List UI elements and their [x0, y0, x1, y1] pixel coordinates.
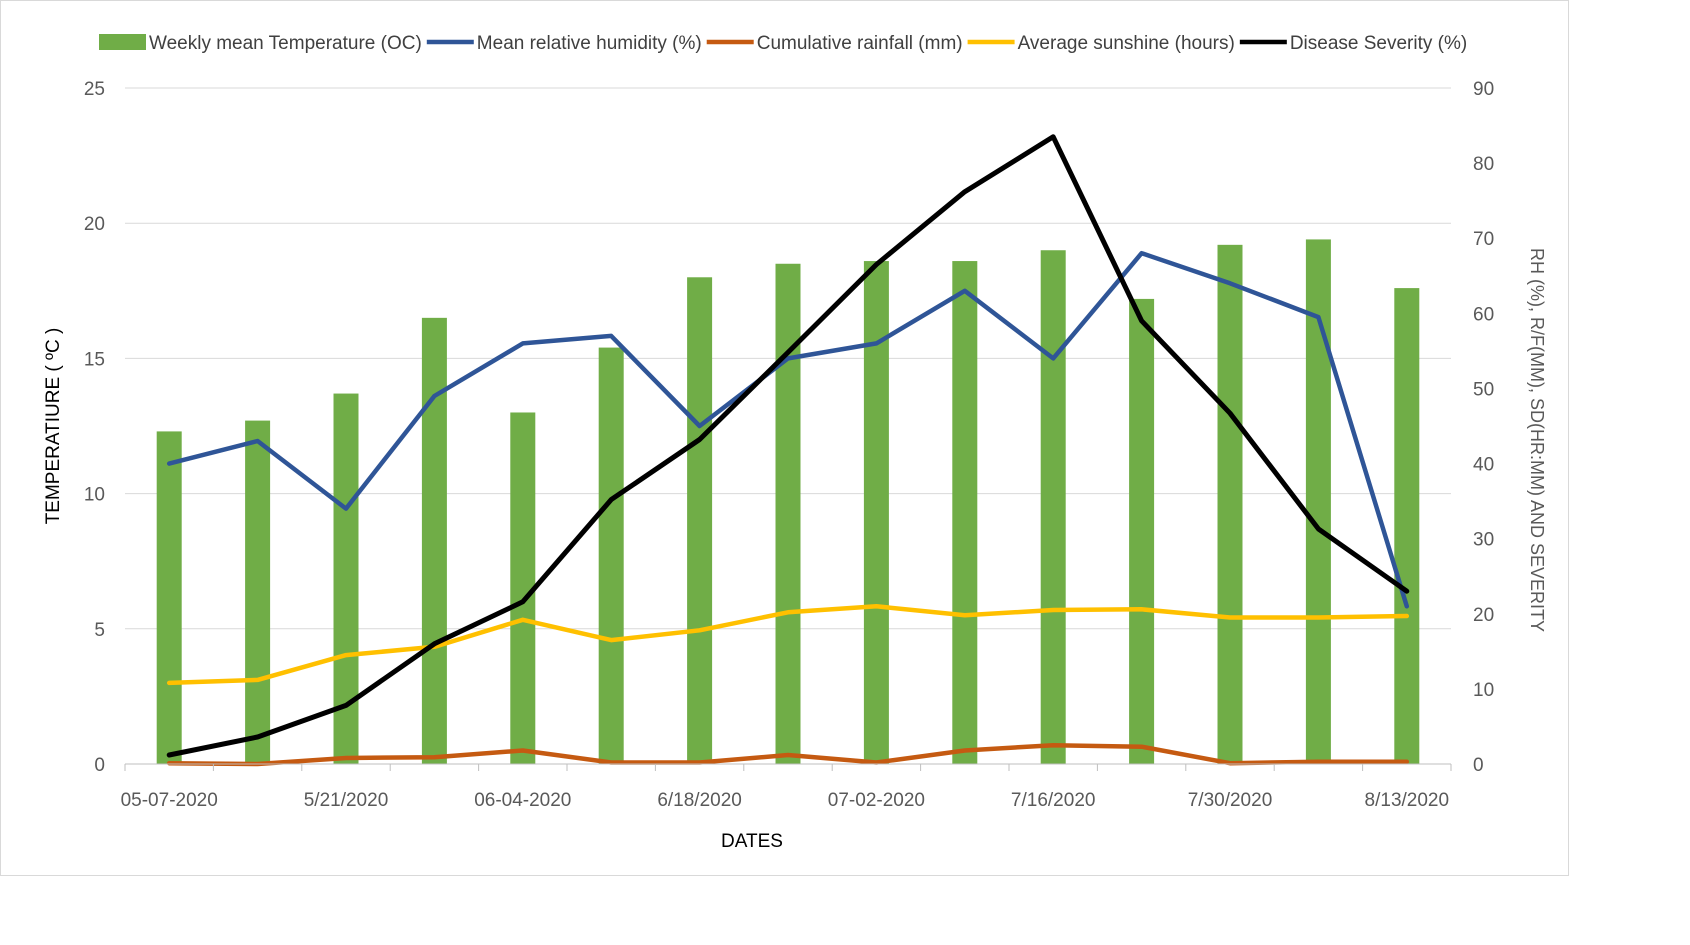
temperature-bar: [1041, 250, 1066, 764]
y2-axis-title: RH (%), R/F(MM), SD(HR:MM) AND SEVERITY: [1527, 248, 1547, 632]
y2-tick-label: 70: [1473, 229, 1494, 250]
x-tick-label: 07-02-2020: [828, 790, 925, 811]
y2-tick-label: 30: [1473, 530, 1494, 551]
legend-swatch: [99, 34, 146, 50]
temperature-bars: [157, 239, 1420, 764]
temperature-bar: [687, 277, 712, 764]
y2-tick-label: 20: [1473, 605, 1494, 626]
x-tick-label: 6/18/2020: [657, 790, 742, 811]
y-tick-label: 5: [94, 620, 105, 641]
temperature-bar: [157, 431, 182, 764]
y2-tick-label: 0: [1473, 755, 1484, 776]
chart-area: 0 5 10 15 20 25 0 10 20 30 40 50 60 70 80 90 05-07-2020 5…: [0, 0, 1569, 876]
legend-label: Cumulative rainfall (mm): [757, 33, 963, 54]
temperature-bar: [599, 348, 624, 764]
y-tick-label: 20: [84, 214, 105, 235]
temperature-bar: [952, 261, 977, 764]
legend-label: Weekly mean Temperature (OC): [149, 33, 422, 54]
y2-tick-label: 10: [1473, 680, 1494, 701]
temperature-bar: [1394, 288, 1419, 764]
y-axis-title: TEMPERATIURE ( ºC ): [43, 328, 64, 525]
temperature-bar: [245, 421, 270, 764]
y-tick-label: 0: [94, 755, 105, 776]
y-tick-label: 15: [84, 349, 105, 370]
x-tick-label: 7/30/2020: [1188, 790, 1273, 811]
x-tick-label: 8/13/2020: [1365, 790, 1450, 811]
y2-tick-label: 60: [1473, 304, 1494, 325]
y2-tick-label: 40: [1473, 455, 1494, 476]
y2-tick-label: 80: [1473, 154, 1494, 175]
legend-label: Mean relative humidity (%): [477, 33, 702, 54]
temperature-bar: [422, 318, 447, 764]
y-tick-label: 10: [84, 485, 105, 506]
combo-chart: 0 5 10 15 20 25 0 10 20 30 40 50 60 70 80 90 05-07-2020 5…: [1, 1, 1570, 877]
legend-label: Disease Severity (%): [1290, 33, 1467, 54]
legend: Weekly mean Temperature (OC) Mean relativ…: [99, 33, 1467, 54]
y2-tick-label: 50: [1473, 379, 1494, 400]
y2-tick-label: 90: [1473, 79, 1494, 100]
x-tick-label: 7/16/2020: [1011, 790, 1096, 811]
legend-label: Average sunshine (hours): [1018, 33, 1235, 54]
y-tick-label: 25: [84, 79, 105, 100]
x-axis-title: DATES: [721, 831, 783, 852]
temperature-bar: [1218, 245, 1243, 764]
x-tick-label: 06-04-2020: [474, 790, 571, 811]
x-tick-label: 5/21/2020: [304, 790, 389, 811]
x-tick-label: 05-07-2020: [121, 790, 218, 811]
temperature-bar: [776, 264, 801, 764]
temperature-bar: [1129, 299, 1154, 764]
